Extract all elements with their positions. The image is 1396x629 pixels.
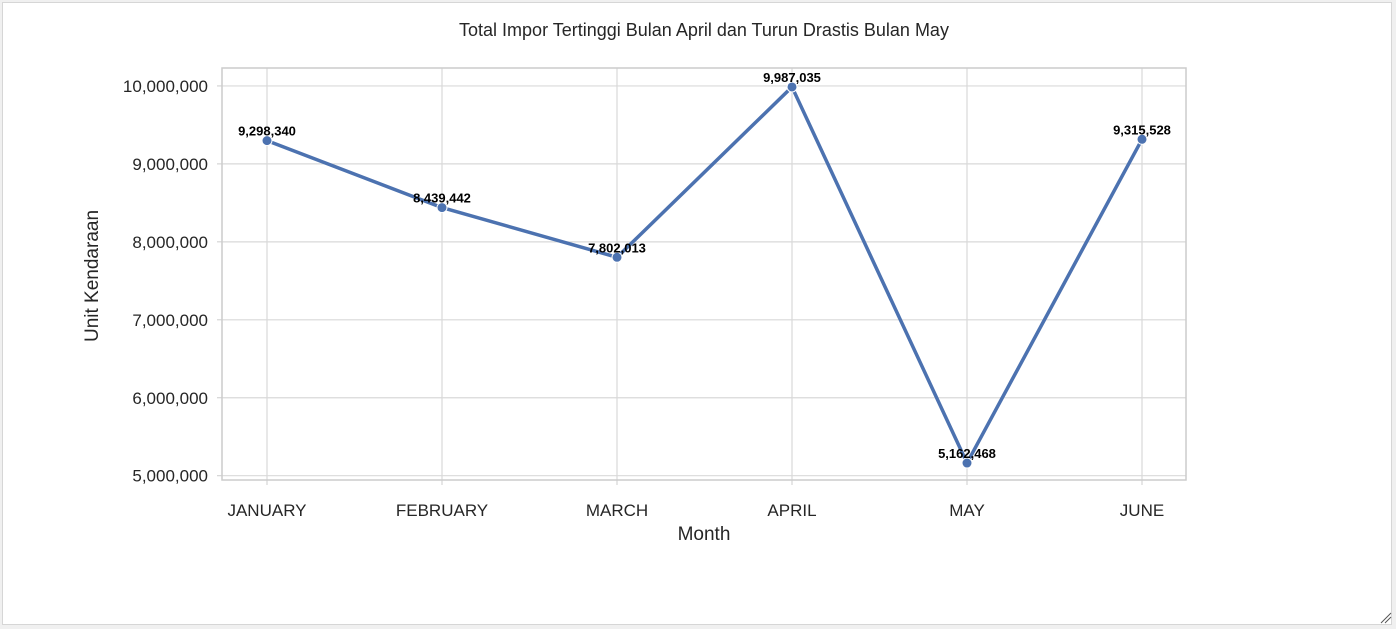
resize-grip-icon[interactable] <box>1380 612 1392 624</box>
plot-area <box>221 67 1187 481</box>
y-tick-label: 7,000,000 <box>132 311 208 330</box>
data-label: 9,987,035 <box>763 70 821 85</box>
y-tick-label: 8,000,000 <box>132 233 208 252</box>
y-tick-label: 6,000,000 <box>132 389 208 408</box>
data-point[interactable] <box>1136 133 1148 145</box>
data-point[interactable] <box>611 251 623 263</box>
tick-layer: 5,000,000 6,000,000 7,000,000 8,000,000 9,00… <box>123 77 1164 520</box>
data-point[interactable] <box>436 202 448 214</box>
data-point[interactable] <box>786 81 798 93</box>
data-label: 9,315,528 <box>1113 122 1171 137</box>
data-point[interactable] <box>961 457 973 469</box>
x-tick-label: MARCH <box>586 501 648 520</box>
x-tick-label: MAY <box>949 501 985 520</box>
data-label-layer: 9,298,340 8,439,442 7,802,013 9,987,035 5,16… <box>238 70 1171 461</box>
y-tick-label: 10,000,000 <box>123 77 208 96</box>
data-label: 7,802,013 <box>588 240 646 255</box>
data-label: 5,162,468 <box>938 446 996 461</box>
data-label: 9,298,340 <box>238 124 296 139</box>
x-tick-label: JANUARY <box>227 501 306 520</box>
series-line <box>265 85 1144 465</box>
x-tick-label: FEBRUARY <box>396 501 488 520</box>
y-axis-label: Unit Kendaraan <box>82 210 103 342</box>
x-axis-label: Month <box>678 524 731 545</box>
series-layer <box>261 81 1148 469</box>
y-tick-label: 5,000,000 <box>132 467 208 486</box>
x-tick-label: JUNE <box>1120 501 1164 520</box>
y-tick-label: 9,000,000 <box>132 155 208 174</box>
data-point[interactable] <box>261 135 273 147</box>
chart-title: Total Impor Tertinggi Bulan April dan Tu… <box>459 20 949 40</box>
data-label: 8,439,442 <box>413 191 471 206</box>
x-tick-label: APRIL <box>767 501 816 520</box>
grid-layer <box>222 68 1186 480</box>
